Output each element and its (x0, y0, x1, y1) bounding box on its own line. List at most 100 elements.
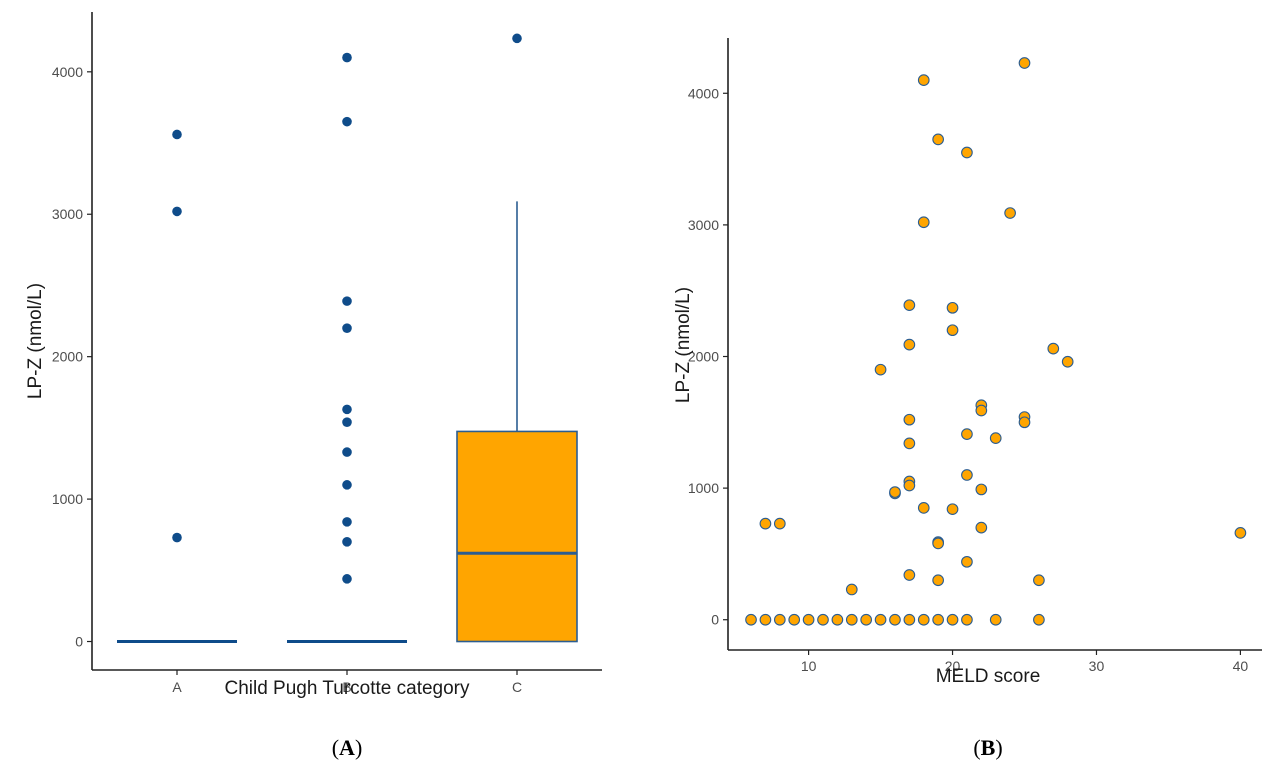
panel-b-data-point (860, 613, 873, 626)
panel-b-data-point (975, 404, 988, 417)
panel-b-y-tick-label: 4000 (688, 85, 719, 101)
panel-a-outlier-point (342, 480, 352, 490)
panel-a-x-axis-title: Child Pugh Turcotte category (224, 678, 470, 699)
panel-a-label: (A) (332, 735, 363, 760)
panel-a-y-tick-label: 2000 (52, 349, 83, 365)
panel-a-x-ticks: A B C (172, 670, 522, 695)
panel-b-y-tick-label: 3000 (688, 217, 719, 233)
panel-b-y-tick-label: 2000 (688, 349, 719, 365)
panel-a-outlier-point (342, 447, 352, 457)
panel-b-data-point (1018, 57, 1031, 69)
panel-b-data-point (903, 479, 916, 492)
panel-b-data-point (932, 133, 944, 146)
panel-b-data-point (989, 432, 1002, 444)
panel-b-y-axis-title: LP-Z (nmol/L) (673, 287, 694, 403)
panel-b-data-point (961, 555, 973, 568)
panel-b-x-tick-label: 10 (801, 658, 817, 674)
panel-a-outlier-point (342, 517, 352, 527)
panel-a-outlier-point (342, 116, 352, 127)
panel-b-data-point (946, 613, 959, 626)
panel-a-x-tick-label: C (512, 679, 522, 695)
panel-b-data-point (932, 613, 944, 626)
panel-b-data-point (759, 613, 772, 626)
panel-b-data-point (874, 363, 887, 376)
panel-a-box (456, 430, 578, 643)
panel-a-outlier-point (342, 417, 352, 427)
panel-b-data-point (946, 503, 959, 516)
panel-b-data-point (817, 613, 829, 626)
panel-b-data-point (903, 299, 916, 312)
panel-b-data-point (917, 74, 930, 86)
panel-a-x-tick-label: A (172, 679, 182, 695)
panel-b-scatter: 0 1000 2000 3000 4000 10 20 30 40 MELD score LP… (673, 38, 1262, 760)
panel-b-data-point (917, 216, 930, 229)
panel-b-data-point (961, 428, 973, 441)
panel-a-outlier-point (172, 206, 182, 217)
panel-b-points (745, 57, 1247, 626)
panel-b-data-point (932, 574, 944, 587)
panel-b-data-point (989, 613, 1002, 626)
panel-b-data-point (831, 613, 844, 626)
panel-b-y-ticks: 0 1000 2000 3000 4000 (688, 85, 728, 628)
panel-a-y-ticks: 0 1000 2000 3000 4000 (52, 64, 92, 650)
panel-a-boxplot: 0 1000 2000 3000 4000 A B C Child Pugh Turcott… (25, 12, 602, 760)
panel-a-outlier-point (342, 537, 352, 547)
panel-b-data-point (889, 486, 901, 498)
panel-b-data-point (961, 146, 973, 159)
panel-a-x-tick-label: B (342, 679, 351, 695)
panel-a-outlier-point (342, 574, 352, 584)
panel-b-data-point (845, 583, 858, 596)
panel-b-data-point (903, 437, 916, 450)
panel-a-outlier-point (342, 323, 352, 333)
panel-b-data-point (946, 324, 959, 337)
panel-b-data-point (1047, 342, 1060, 355)
panel-b-y-tick-label: 1000 (688, 480, 719, 496)
panel-b-data-point (788, 613, 801, 626)
panel-b-data-point (903, 613, 916, 626)
panel-b-data-point (917, 502, 930, 514)
panel-b-data-point (917, 613, 930, 626)
panel-a-boxes (117, 201, 578, 644)
panel-b-data-point (932, 537, 944, 550)
panel-a-y-tick-label: 0 (75, 634, 83, 650)
panel-b-data-point (903, 413, 916, 426)
panel-a-y-axis-title: LP-Z (nmol/L) (25, 283, 46, 399)
panel-a-outlier-point (342, 52, 352, 63)
panel-b-data-point (975, 521, 988, 534)
panel-b-data-point (1061, 355, 1074, 368)
panel-b-data-point (1018, 416, 1031, 429)
panel-b-data-point (874, 613, 887, 626)
panel-a-y-tick-label: 3000 (52, 206, 83, 222)
panel-b-data-point (745, 613, 757, 626)
panel-b-data-point (961, 469, 973, 481)
panel-b-data-point (975, 483, 988, 496)
panel-b-x-axis-title: MELD score (936, 666, 1041, 687)
panel-b-x-tick-label: 20 (945, 658, 961, 674)
panel-a-outlier-point (172, 532, 182, 543)
panel-b-data-point (1004, 207, 1016, 219)
panel-a-outlier-point (342, 404, 352, 415)
panel-b-x-ticks: 10 20 30 40 (801, 650, 1249, 674)
panel-b-data-point (903, 569, 916, 581)
panel-b-label: (B) (973, 735, 1002, 760)
panel-b-data-point (802, 613, 815, 626)
panel-b-data-point (961, 613, 973, 626)
panel-b-y-tick-label: 0 (711, 612, 719, 628)
panel-b-data-point (759, 517, 772, 530)
panel-b-data-point (1033, 613, 1045, 626)
panel-b-data-point (1033, 574, 1045, 587)
panel-b-label-letter: B (981, 735, 996, 760)
panel-b-data-point (903, 338, 916, 351)
panel-a-outlier-point (512, 33, 522, 44)
panel-a-y-tick-label: 1000 (52, 491, 83, 507)
panel-b-data-point (1234, 527, 1247, 539)
panel-b-x-tick-label: 40 (1233, 658, 1249, 674)
panel-a-outliers (172, 33, 522, 584)
panel-b-data-point (773, 613, 786, 626)
panel-b-x-tick-label: 30 (1089, 658, 1105, 674)
panel-a-y-tick-label: 4000 (52, 64, 83, 80)
panel-a-outlier-point (342, 296, 352, 306)
panel-a-label-letter: A (339, 735, 355, 760)
panel-b-data-point (773, 517, 786, 530)
